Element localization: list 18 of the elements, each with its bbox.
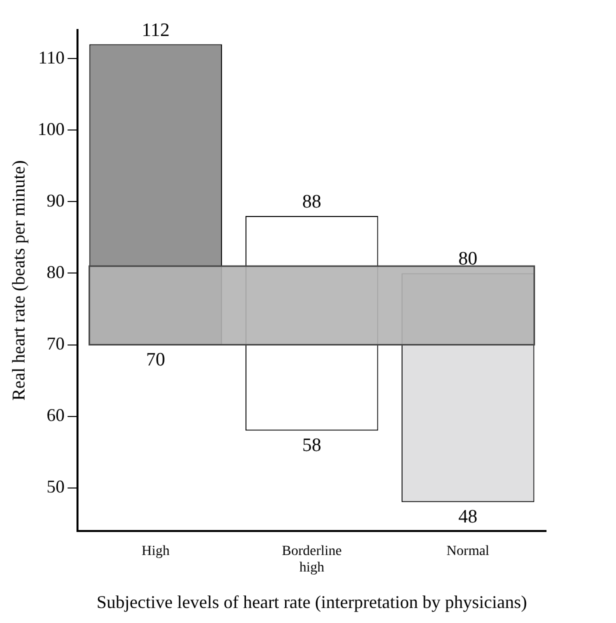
y-tick-label: 90 <box>46 190 65 210</box>
y-tick-label: 70 <box>46 334 65 354</box>
x-tick-label: Normal <box>446 544 490 559</box>
y-tick-label: 100 <box>38 118 65 139</box>
y-axis-title: Real heart rate (beats per minute) <box>8 160 29 401</box>
annotation: 48 <box>458 506 478 528</box>
x-tick-label: High <box>142 544 170 559</box>
y-tick-label: 110 <box>38 47 65 68</box>
annotation: 112 <box>142 20 170 41</box>
y-tick-label: 50 <box>46 476 65 497</box>
x-tick-label: Borderline high <box>282 544 342 576</box>
annotation: 88 <box>302 191 322 212</box>
x-axis-title: Subjective levels of heart rate (interpretation by physicians) <box>96 592 527 612</box>
annotation: 58 <box>302 435 322 456</box>
annotation: 70 <box>146 349 166 370</box>
y-tick-label: 60 <box>46 405 65 426</box>
y-tick-label: 80 <box>46 262 65 282</box>
annotation: 80 <box>458 248 478 270</box>
